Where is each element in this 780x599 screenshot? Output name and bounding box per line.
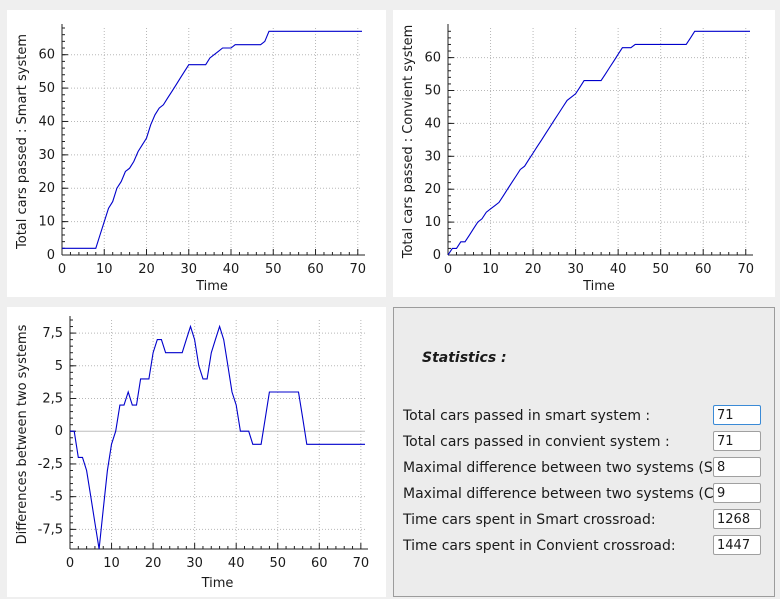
y-tick-label: 30 xyxy=(38,148,55,163)
x-tick-label: 70 xyxy=(350,262,367,277)
y-tick-label: 20 xyxy=(38,181,55,196)
y-tick-label: 30 xyxy=(424,149,441,164)
y-tick-label: 50 xyxy=(424,84,441,99)
smart-system-chart-panel: 0 10 20 30 40 50 60 70 0 10 20 30 40 50 60 Time Total ca… xyxy=(7,10,386,297)
difference-chart-panel: 0 10 20 30 40 50 60 70 -7,5 -5 -2,5 0 2,5 5 7,5 Time Dif… xyxy=(7,307,386,597)
x-tick-label: 10 xyxy=(482,262,499,277)
y-tick-label: 60 xyxy=(424,51,441,66)
y-tick-label: 7,5 xyxy=(42,326,63,341)
x-tick-label: 0 xyxy=(66,556,74,571)
convient-system-chart-panel: 0 10 20 30 40 50 60 70 0 10 20 30 40 50 60 Time Total ca… xyxy=(393,10,775,297)
y-tick-label: 50 xyxy=(38,81,55,96)
smart-time-field[interactable] xyxy=(713,509,761,529)
y-axis-title: Differences between two systems xyxy=(15,324,30,544)
x-axis-title: Time xyxy=(582,279,615,294)
y-tick-label: 0 xyxy=(55,424,63,439)
x-tick-label: 20 xyxy=(145,556,162,571)
x-tick-label: 70 xyxy=(353,556,370,571)
series-line xyxy=(447,30,750,256)
y-tick-label: -7,5 xyxy=(38,522,63,537)
convient-time-label: Time cars spent in Convient crossroad: xyxy=(403,538,676,554)
y-tick-label: 5 xyxy=(55,359,63,374)
x-tick-label: 60 xyxy=(307,262,324,277)
series-line xyxy=(62,30,362,249)
x-axis-title: Time xyxy=(201,576,234,591)
convient-system-chart: 0 10 20 30 40 50 60 70 0 10 20 30 40 50 60 Time Total ca… xyxy=(401,24,754,294)
convient-total-field[interactable] xyxy=(713,431,761,451)
x-tick-label: 50 xyxy=(652,262,669,277)
x-tick-label: 50 xyxy=(265,262,282,277)
series-line xyxy=(70,324,365,550)
max-diff-convient-field[interactable] xyxy=(713,483,761,503)
convient-time-field[interactable] xyxy=(713,535,761,555)
y-tick-label: 60 xyxy=(38,48,55,63)
x-tick-label: 50 xyxy=(269,556,286,571)
y-tick-label: 0 xyxy=(47,248,55,263)
x-tick-label: 10 xyxy=(103,556,120,571)
convient-total-label: Total cars passed in convient system : xyxy=(403,434,670,450)
statistics-panel: Statistics : Total cars passed in smart … xyxy=(393,307,775,597)
y-tick-label: 40 xyxy=(38,114,55,129)
smart-total-label: Total cars passed in smart system : xyxy=(403,408,651,424)
x-tick-label: 60 xyxy=(311,556,328,571)
x-tick-label: 20 xyxy=(525,262,542,277)
y-tick-label: -5 xyxy=(50,490,63,505)
x-tick-label: 40 xyxy=(610,262,627,277)
statistics-title: Statistics : xyxy=(422,350,507,366)
y-tick-label: 40 xyxy=(424,116,441,131)
y-axis-title: Total cars passed : Convient system xyxy=(401,25,416,260)
x-tick-label: 40 xyxy=(228,556,245,571)
y-tick-label: 20 xyxy=(424,182,441,197)
y-tick-label: 10 xyxy=(424,215,441,230)
x-tick-label: 30 xyxy=(180,262,197,277)
difference-chart: 0 10 20 30 40 50 60 70 -7,5 -5 -2,5 0 2,5 5 7,5 Time Dif… xyxy=(15,316,370,591)
x-tick-label: 0 xyxy=(444,262,452,277)
y-tick-label: 2,5 xyxy=(42,392,63,407)
smart-total-field[interactable] xyxy=(713,405,761,425)
max-diff-smart-label: Maximal difference between two systems (… xyxy=(403,460,719,476)
y-tick-label: 10 xyxy=(38,215,55,230)
x-tick-label: 30 xyxy=(186,556,203,571)
x-tick-label: 30 xyxy=(567,262,584,277)
x-tick-label: 0 xyxy=(58,262,66,277)
max-diff-smart-field[interactable] xyxy=(713,457,761,477)
x-tick-label: 20 xyxy=(138,262,155,277)
y-tick-label: 0 xyxy=(433,248,441,263)
x-tick-label: 40 xyxy=(223,262,240,277)
x-tick-label: 10 xyxy=(96,262,113,277)
y-tick-label: -2,5 xyxy=(38,457,63,472)
x-tick-label: 70 xyxy=(737,262,754,277)
smart-time-label: Time cars spent in Smart crossroad: xyxy=(403,512,656,528)
x-tick-label: 60 xyxy=(695,262,712,277)
x-axis-title: Time xyxy=(195,279,228,294)
smart-system-chart: 0 10 20 30 40 50 60 70 0 10 20 30 40 50 60 Time Total ca… xyxy=(15,24,367,294)
y-axis-title: Total cars passed : Smart system xyxy=(15,34,30,250)
max-diff-convient-label: Maximal difference between two systems (… xyxy=(403,486,720,502)
